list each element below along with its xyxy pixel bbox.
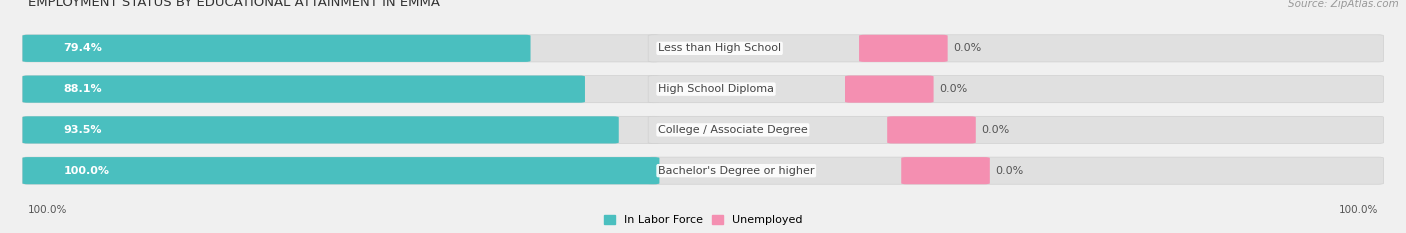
Text: 79.4%: 79.4% bbox=[63, 43, 103, 53]
FancyBboxPatch shape bbox=[648, 157, 1384, 184]
FancyBboxPatch shape bbox=[648, 116, 1384, 144]
FancyBboxPatch shape bbox=[22, 35, 530, 62]
FancyBboxPatch shape bbox=[648, 35, 1384, 62]
FancyBboxPatch shape bbox=[887, 116, 976, 144]
Text: 0.0%: 0.0% bbox=[939, 84, 967, 94]
Text: 100.0%: 100.0% bbox=[28, 205, 67, 215]
FancyBboxPatch shape bbox=[648, 75, 1384, 103]
Text: High School Diploma: High School Diploma bbox=[658, 84, 775, 94]
FancyBboxPatch shape bbox=[22, 35, 659, 62]
FancyBboxPatch shape bbox=[22, 75, 659, 103]
Text: Bachelor's Degree or higher: Bachelor's Degree or higher bbox=[658, 166, 814, 176]
FancyBboxPatch shape bbox=[22, 75, 585, 103]
Text: 0.0%: 0.0% bbox=[981, 125, 1010, 135]
FancyBboxPatch shape bbox=[859, 35, 948, 62]
Text: 100.0%: 100.0% bbox=[1339, 205, 1378, 215]
FancyBboxPatch shape bbox=[22, 157, 659, 184]
Text: College / Associate Degree: College / Associate Degree bbox=[658, 125, 808, 135]
FancyBboxPatch shape bbox=[845, 75, 934, 103]
FancyBboxPatch shape bbox=[901, 157, 990, 184]
Text: Less than High School: Less than High School bbox=[658, 43, 782, 53]
Text: EMPLOYMENT STATUS BY EDUCATIONAL ATTAINMENT IN EMMA: EMPLOYMENT STATUS BY EDUCATIONAL ATTAINM… bbox=[28, 0, 440, 9]
Legend: In Labor Force, Unemployed: In Labor Force, Unemployed bbox=[599, 210, 807, 230]
FancyBboxPatch shape bbox=[22, 116, 619, 144]
Text: 93.5%: 93.5% bbox=[63, 125, 101, 135]
Text: 0.0%: 0.0% bbox=[953, 43, 981, 53]
Text: 100.0%: 100.0% bbox=[63, 166, 110, 176]
Text: Source: ZipAtlas.com: Source: ZipAtlas.com bbox=[1288, 0, 1399, 9]
FancyBboxPatch shape bbox=[22, 116, 659, 144]
Text: 0.0%: 0.0% bbox=[995, 166, 1024, 176]
Text: 88.1%: 88.1% bbox=[63, 84, 101, 94]
FancyBboxPatch shape bbox=[22, 157, 659, 184]
